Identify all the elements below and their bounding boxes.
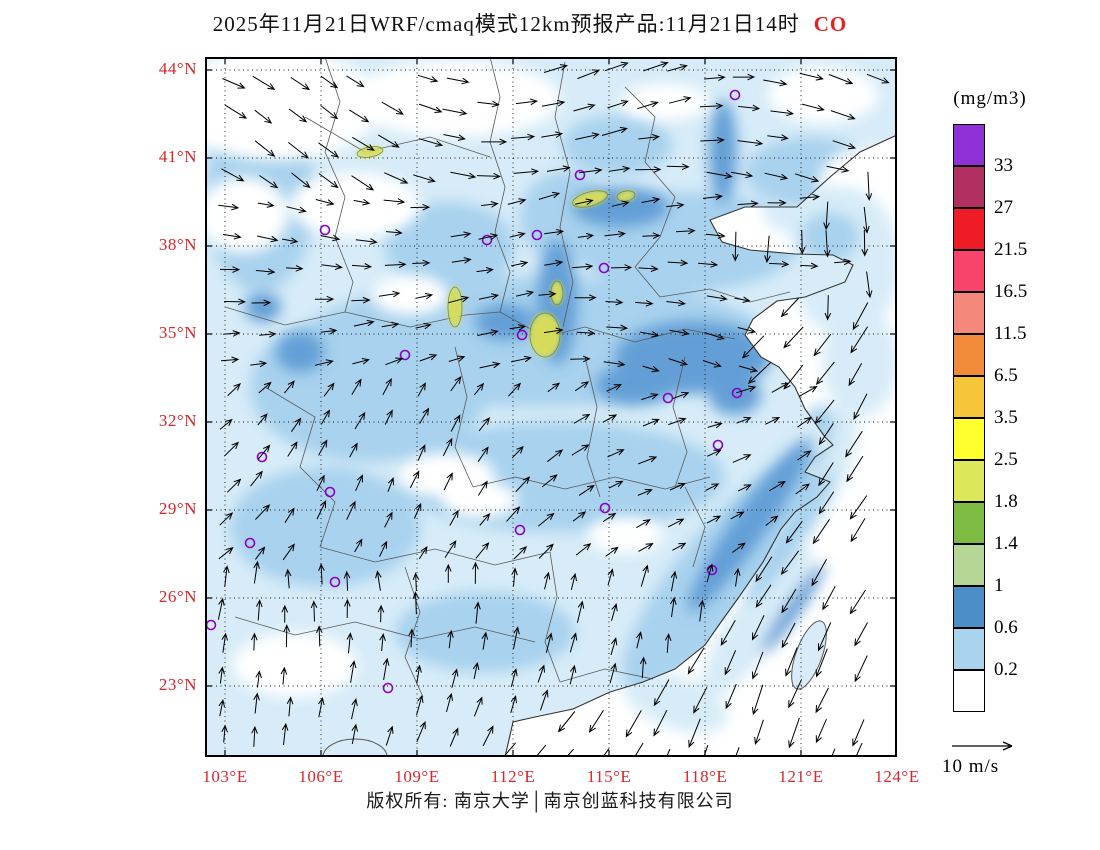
legend-cell bbox=[953, 502, 985, 544]
station-marker bbox=[712, 439, 724, 451]
lon-label: 118°E bbox=[682, 767, 728, 786]
forecast-map-canvas bbox=[205, 57, 898, 757]
legend-value: 21.5 bbox=[994, 239, 1028, 260]
forecast-map bbox=[205, 57, 898, 757]
station-marker bbox=[731, 387, 743, 399]
station-marker bbox=[329, 576, 341, 588]
legend-cell bbox=[953, 124, 985, 166]
station-marker bbox=[481, 234, 493, 246]
wind-vectors bbox=[217, 61, 890, 757]
title-species: CO bbox=[813, 12, 848, 36]
title-main: 2025年11月21日WRF/cmaq模式12km预报产品:11月21日14时 bbox=[212, 12, 800, 36]
hainan-island bbox=[322, 738, 388, 757]
legend-cell bbox=[953, 166, 985, 208]
legend-value: 1.8 bbox=[994, 491, 1018, 512]
station-marker bbox=[599, 502, 611, 514]
copyright-footer: 版权所有: 南京大学│南京创蓝科技有限公司 bbox=[366, 791, 734, 811]
lat-label: 23°N bbox=[158, 675, 197, 694]
lat-label: 26°N bbox=[158, 587, 197, 606]
page-title: 2025年11月21日WRF/cmaq模式12km预报产品:11月21日14时 C… bbox=[0, 8, 1060, 38]
lon-label: 115°E bbox=[586, 767, 632, 786]
lat-label: 41°N bbox=[158, 147, 197, 166]
legend-cell bbox=[953, 334, 985, 376]
co-field-dark-blobs bbox=[245, 100, 812, 612]
wind-reference-label: 10 m/s bbox=[942, 756, 1000, 777]
coastline bbox=[504, 134, 897, 757]
station-marker bbox=[319, 224, 331, 236]
station-marker bbox=[244, 537, 256, 549]
legend-cell bbox=[953, 376, 985, 418]
lat-label: 44°N bbox=[158, 59, 197, 78]
station-marker bbox=[598, 262, 610, 274]
legend-value: 33 bbox=[994, 155, 1013, 176]
station-marker bbox=[574, 169, 586, 181]
legend-value: 27 bbox=[994, 197, 1013, 218]
lon-label: 121°E bbox=[778, 767, 824, 786]
legend-cell bbox=[953, 586, 985, 628]
station-marker bbox=[729, 89, 741, 101]
province-boundaries bbox=[224, 57, 791, 698]
station-marker bbox=[324, 486, 336, 498]
lat-label: 29°N bbox=[158, 499, 197, 518]
lon-label: 112°E bbox=[490, 767, 536, 786]
station-marker bbox=[516, 329, 528, 341]
legend-value: 11.5 bbox=[994, 323, 1027, 344]
legend-value: 1.4 bbox=[994, 533, 1018, 554]
lon-label: 103°E bbox=[202, 767, 248, 786]
legend-value: 0.2 bbox=[994, 659, 1018, 680]
legend-cell bbox=[953, 292, 985, 334]
taiwan-island bbox=[791, 620, 827, 690]
co-field-high-outlines bbox=[356, 146, 636, 358]
legend-value: 16.5 bbox=[994, 281, 1028, 302]
lon-label: 106°E bbox=[298, 767, 344, 786]
legend-cell bbox=[953, 418, 985, 460]
legend-cell bbox=[953, 250, 985, 292]
station-marker bbox=[256, 451, 268, 463]
station-marker bbox=[531, 229, 543, 241]
map-border bbox=[205, 57, 897, 757]
lon-label: 124°E bbox=[874, 767, 920, 786]
legend-value: 6.5 bbox=[994, 365, 1018, 386]
station-marker bbox=[662, 392, 674, 404]
legend-value: 0.6 bbox=[994, 617, 1018, 638]
legend-cell bbox=[953, 208, 985, 250]
legend-units-label: (mg/m3) bbox=[953, 88, 1027, 109]
lat-label: 38°N bbox=[158, 235, 197, 254]
legend-value: 3.5 bbox=[994, 407, 1018, 428]
lat-label: 32°N bbox=[158, 411, 197, 430]
station-marker bbox=[514, 524, 526, 536]
legend-value: 2.5 bbox=[994, 449, 1018, 470]
legend-cell bbox=[953, 544, 985, 586]
station-marker bbox=[399, 349, 411, 361]
station-marker bbox=[382, 682, 394, 694]
legend-value: 1 bbox=[994, 575, 1004, 596]
lat-label: 35°N bbox=[158, 323, 197, 342]
legend-cell bbox=[953, 460, 985, 502]
lon-label: 109°E bbox=[394, 767, 440, 786]
legend-cell bbox=[953, 628, 985, 670]
legend-cell bbox=[953, 670, 985, 712]
wind-reference-arrow bbox=[952, 741, 1013, 751]
